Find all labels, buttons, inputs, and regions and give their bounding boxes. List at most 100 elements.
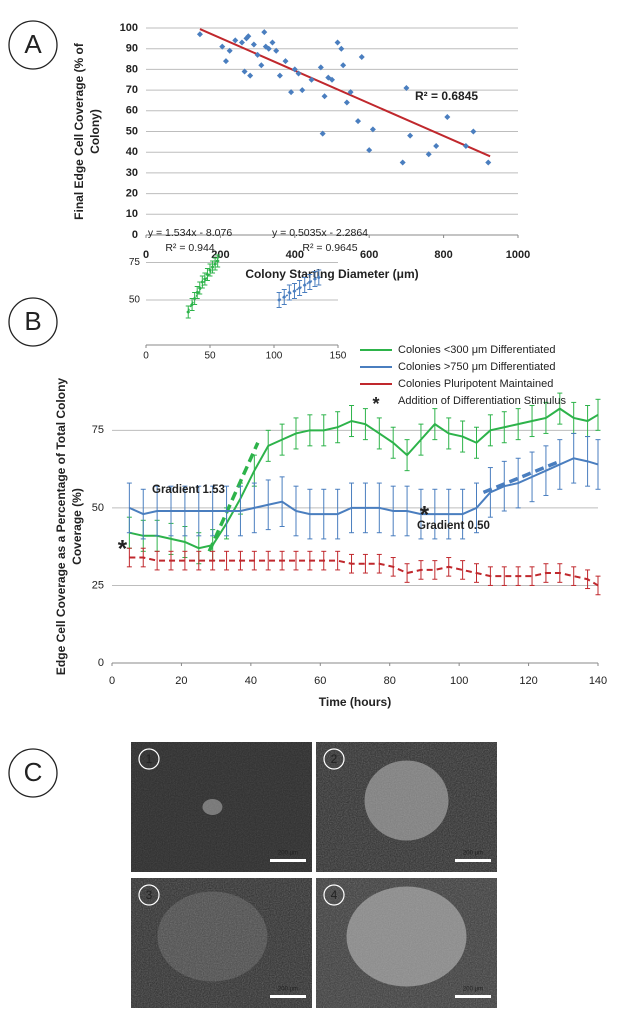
data-point: [197, 31, 203, 37]
x-tick-label: 0: [143, 249, 149, 261]
data-point: [292, 289, 296, 293]
y-tick-label: 40: [126, 146, 138, 158]
y-tick-label: 100: [120, 22, 138, 34]
x-tick-label: 600: [360, 249, 378, 261]
image-label: 4: [331, 888, 338, 902]
annotation: y = 1.534x - 8.076: [148, 227, 233, 239]
y-tick-label: 25: [92, 579, 104, 591]
x-tick-label: 0: [109, 675, 115, 687]
data-point: [211, 265, 215, 269]
annotation: R² = 0.944: [165, 242, 214, 254]
panel-letter: C: [24, 757, 43, 787]
colony: [365, 761, 449, 841]
annotation: Gradient 0.50: [417, 520, 490, 532]
y-tick-label: 50: [129, 295, 141, 306]
y-tick-label: 80: [126, 63, 138, 75]
colony: [202, 799, 222, 815]
y-axis-title: Colony): [88, 109, 102, 154]
trendline: [483, 461, 559, 492]
colony: [347, 887, 467, 987]
data-point: [200, 280, 204, 284]
y-axis-title: Edge Cell Coverage as a Percentage of To…: [54, 378, 68, 676]
annotation: y = 0.5035x - 2.2864: [272, 227, 368, 239]
scale-label: 200 μm: [463, 851, 483, 857]
x-tick-label: 100: [450, 675, 468, 687]
y-tick-label: 75: [129, 257, 141, 268]
x-tick-label: 800: [434, 249, 452, 261]
data-point: [344, 100, 350, 106]
x-tick-label: 0: [143, 351, 149, 362]
x-tick-label: 150: [330, 351, 347, 362]
data-point: [359, 54, 365, 60]
data-point: [407, 133, 413, 139]
y-tick-label: 50: [126, 125, 138, 137]
annotation: Gradient 1.53: [152, 484, 225, 496]
image-label: 1: [146, 752, 153, 766]
micrograph: 4 200 μm: [316, 878, 497, 1008]
data-point: [283, 58, 289, 64]
y-axis-title: Coverage (%): [70, 488, 84, 565]
data-point: [232, 37, 238, 43]
data-point: [470, 129, 476, 135]
scale-bar: [455, 995, 491, 998]
colony: [157, 892, 267, 982]
y-tick-label: 75: [92, 424, 104, 436]
legend-label: Colonies <300 μm Differentiated: [398, 344, 555, 356]
micrograph: 3 200 μm: [131, 878, 312, 1008]
x-tick-label: 40: [245, 675, 257, 687]
data-point: [299, 87, 305, 93]
scale-bar: [455, 859, 491, 862]
legend-label: Colonies >750 μm Differentiated: [398, 361, 555, 373]
x-tick-label: 400: [286, 249, 304, 261]
y-tick-label: 10: [126, 208, 138, 220]
x-tick-label: 140: [589, 675, 607, 687]
x-tick-label: 80: [384, 675, 396, 687]
data-point: [247, 73, 253, 79]
scale-label: 200 μm: [463, 987, 483, 993]
trendline: [209, 443, 258, 552]
panel-letter: A: [24, 29, 42, 59]
stimulus-marker: *: [118, 535, 128, 562]
y-tick-label: 20: [126, 188, 138, 200]
figure: ABC0102030405060708090100020040060080010…: [0, 0, 636, 1014]
data-point: [258, 62, 264, 68]
y-tick-label: 0: [132, 229, 138, 241]
data-point: [277, 73, 283, 79]
y-tick-label: 30: [126, 167, 138, 179]
data-point: [485, 160, 491, 166]
data-point: [340, 62, 346, 68]
micrograph: 1 200 μm: [131, 742, 312, 872]
data-point: [251, 42, 257, 48]
y-tick-label: 50: [92, 502, 104, 514]
x-tick-label: 50: [204, 351, 216, 362]
series-line: [129, 558, 598, 586]
data-point: [223, 58, 229, 64]
micrograph: 2 200 μm: [316, 742, 497, 872]
data-point: [355, 118, 361, 124]
y-tick-label: 60: [126, 105, 138, 117]
scale-label: 200 μm: [278, 851, 298, 857]
scale-label: 200 μm: [278, 987, 298, 993]
image-label: 2: [331, 752, 338, 766]
x-tick-label: 20: [175, 675, 187, 687]
x-tick-label: 1000: [506, 249, 530, 261]
data-point: [239, 39, 245, 45]
annotation: R² = 0.9645: [302, 242, 357, 254]
data-point: [400, 160, 406, 166]
y-tick-label: 0: [98, 657, 104, 669]
data-point: [444, 114, 450, 120]
scale-bar: [270, 995, 306, 998]
data-point: [338, 46, 344, 52]
y-tick-label: 90: [126, 43, 138, 55]
scale-bar: [270, 859, 306, 862]
x-tick-label: 100: [266, 351, 283, 362]
legend-label: Addition of Differentiation Stimulus: [398, 395, 566, 407]
x-axis-title: Time (hours): [319, 695, 391, 709]
y-axis-title: Final Edge Cell Coverage (% of: [72, 42, 86, 220]
data-point: [322, 93, 328, 99]
legend-label: Colonies Pluripotent Maintained: [398, 378, 553, 390]
data-point: [261, 29, 267, 35]
image-label: 3: [146, 888, 153, 902]
data-point: [335, 39, 341, 45]
panel-letter: B: [24, 306, 41, 336]
